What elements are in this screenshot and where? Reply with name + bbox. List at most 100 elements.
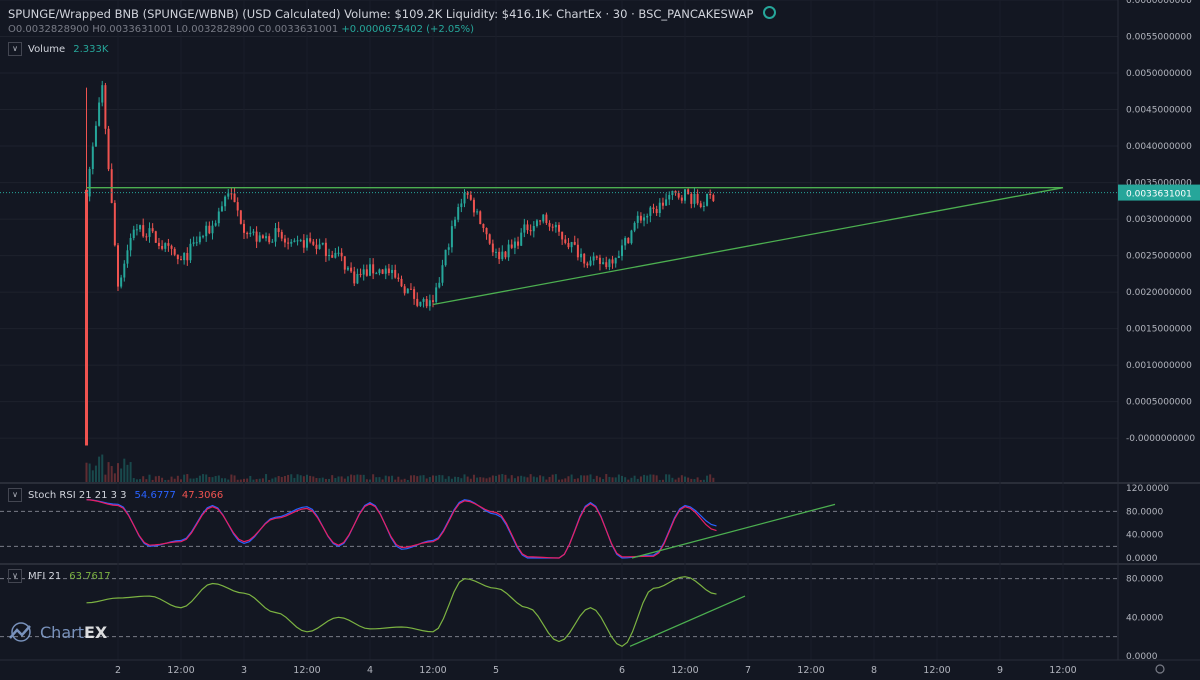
collapse-icon[interactable]: ∨ [8, 569, 22, 583]
candle-down [261, 235, 264, 239]
volume-bar [491, 475, 494, 482]
volume-bar [365, 479, 368, 482]
volume-bar [450, 478, 453, 482]
candle-up [299, 240, 302, 242]
volume-bar [205, 474, 208, 482]
change-value: +0.0000675402 (+2.05%) [341, 24, 475, 35]
candle-down [186, 253, 189, 261]
candle-up [101, 85, 104, 103]
volume-bar [265, 474, 268, 482]
candle-up [454, 219, 457, 227]
time-tick-label: 4 [367, 665, 373, 676]
volume-bar [302, 476, 305, 482]
candle-up [220, 206, 223, 212]
volume-legend[interactable]: ∨ Volume 2.333K [8, 42, 108, 56]
volume-bar [296, 474, 299, 482]
volume-bar [561, 479, 564, 482]
high-value: H0.0033631001 [92, 24, 173, 35]
volume-bar [224, 478, 227, 482]
volume-bar [498, 474, 501, 482]
candle-down [696, 193, 699, 204]
price-tick-label: 0.0010000000 [1126, 361, 1192, 371]
volume-bar [375, 477, 378, 482]
price-tick-label: -0.0000000000 [1126, 434, 1195, 444]
volume-bar [312, 476, 315, 482]
candle-up [441, 265, 444, 283]
candle-up [614, 257, 617, 264]
volume-bar [529, 474, 532, 482]
candle-down [246, 232, 249, 235]
volume-bar [337, 476, 340, 482]
volume-bar [435, 475, 438, 482]
volume-bar [482, 477, 485, 482]
candle-down [627, 237, 630, 244]
settings-gear-icon[interactable] [1155, 664, 1165, 674]
candle-down [243, 223, 245, 233]
volume-bar [173, 478, 176, 482]
volume-bar [318, 478, 321, 482]
volume-bar [334, 478, 337, 482]
volume-bar [425, 478, 428, 482]
volume-bar [693, 479, 696, 482]
candle-up [306, 238, 308, 248]
candle-up [211, 225, 214, 234]
candle-down [170, 245, 173, 249]
candle-down [167, 243, 170, 246]
candle-down [639, 215, 642, 221]
candle-down [394, 269, 397, 278]
candle-down [699, 203, 702, 208]
volume-bar [268, 479, 271, 482]
candle-down [564, 239, 567, 243]
candle-up [202, 236, 205, 238]
candle-down [350, 267, 353, 272]
volume-bar [709, 474, 712, 482]
volume-bar [419, 475, 422, 482]
candle-up [334, 252, 337, 258]
volume-bar [252, 479, 255, 482]
stoch-legend[interactable]: ∨ Stoch RSI 21 21 3 3 54.6777 47.3066 [8, 488, 223, 502]
volume-bar [595, 475, 598, 482]
candle-up [362, 269, 365, 275]
volume-bar [605, 474, 608, 482]
volume-bar [255, 479, 258, 482]
collapse-icon[interactable]: ∨ [8, 42, 22, 56]
volume-bar [542, 476, 545, 482]
candle-down [208, 225, 211, 234]
volume-value: 2.333K [73, 43, 109, 55]
candle-up [274, 228, 277, 242]
volume-bar [627, 479, 630, 482]
candle-down [652, 207, 655, 209]
volume-bar [532, 476, 535, 482]
candle-up [148, 228, 151, 237]
candle-down [510, 244, 513, 248]
volume-bar [592, 479, 595, 482]
volume-bar [614, 477, 617, 482]
volume-bar [145, 479, 148, 482]
volume-bar [684, 476, 686, 482]
volume-bar [661, 479, 664, 482]
candle-up [554, 224, 557, 228]
volume-bar [236, 479, 239, 482]
candle-down [324, 242, 327, 257]
candle-down [372, 264, 375, 274]
ohlc-readout: O0.0032828900 H0.0033631001 L0.003282890… [8, 24, 474, 35]
candle-down [539, 220, 542, 222]
volume-bar [712, 477, 715, 482]
candle-down [598, 257, 601, 264]
volume-bar [293, 477, 296, 482]
candle-down [104, 85, 107, 129]
volume-bar [287, 474, 290, 482]
volume-bar [170, 476, 173, 482]
volume-bar [120, 468, 123, 482]
volume-bar [624, 477, 627, 482]
volume-bar [655, 475, 658, 482]
candlestick-series [85, 80, 715, 446]
collapse-icon[interactable]: ∨ [8, 488, 22, 502]
mfi-legend[interactable]: ∨ MFI 21 63.7617 [8, 569, 111, 583]
candle-up [646, 215, 649, 218]
candle-up [463, 193, 466, 204]
osc-tick-label: 40.0000 [1126, 613, 1163, 623]
volume-bar [441, 475, 444, 482]
candle-down [312, 241, 315, 245]
